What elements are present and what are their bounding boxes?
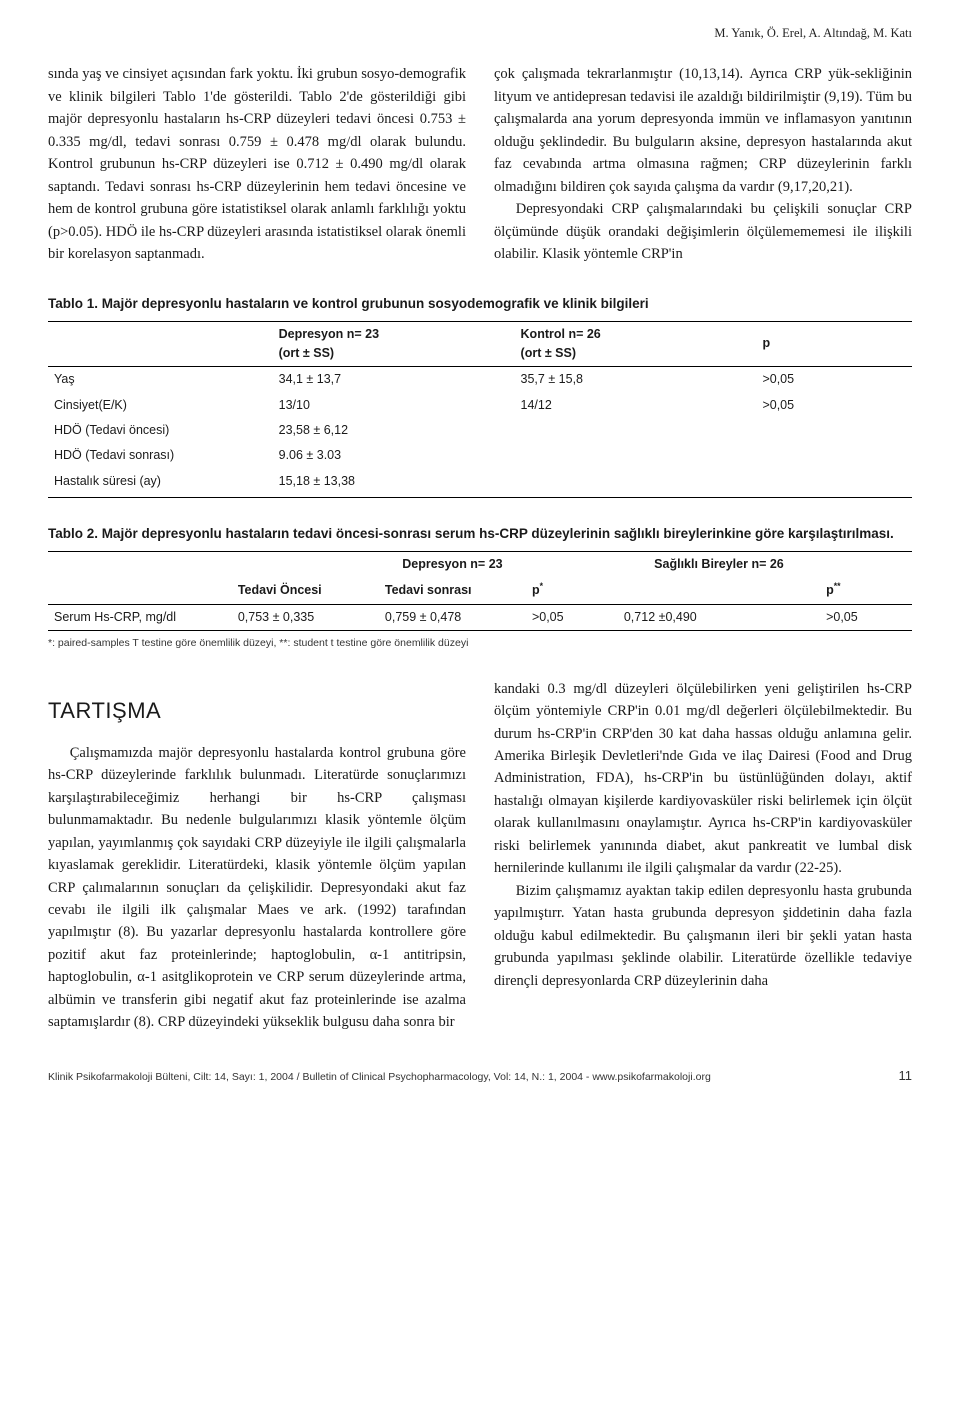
t1-r2-label: HDÖ (Tedavi öncesi) — [48, 418, 273, 443]
t1-r1-p: >0,05 — [756, 393, 912, 418]
table-2-title: Tablo 2. Majör depresyonlu hastaların te… — [48, 524, 912, 545]
t2-row-sag: 0,712 ±0,490 — [618, 604, 820, 630]
t1-dep-subheader: (ort ± SS) — [279, 346, 334, 360]
top-left-paragraph: sında yaş ve cinsiyet açısından fark yok… — [48, 63, 466, 265]
t1-r0-dep: 34,1 ± 13,7 — [273, 367, 515, 393]
table-row: Hastalık süresi (ay) 15,18 ± 13,38 — [48, 469, 912, 498]
t1-r0-p: >0,05 — [756, 367, 912, 393]
table-2-block: Tablo 2. Majör depresyonlu hastaların te… — [48, 524, 912, 651]
t1-r2-dep: 23,58 ± 6,12 — [273, 418, 515, 443]
t1-r4-label: Hastalık süresi (ay) — [48, 469, 273, 498]
table-2-footnote: *: paired-samples T testine göre önemlil… — [48, 635, 912, 651]
header-authors: M. Yanık, Ö. Erel, A. Altındağ, M. Katı — [48, 24, 912, 43]
table-1-title: Tablo 1. Majör depresyonlu hastaların ve… — [48, 294, 912, 315]
page-number: 11 — [899, 1066, 913, 1086]
section-heading-tartisma: TARTIŞMA — [48, 694, 466, 728]
table-1: Depresyon n= 23 (ort ± SS) Kontrol n= 26… — [48, 321, 912, 499]
t2-sag-group: Sağlıklı Bireyler n= 26 — [618, 552, 820, 578]
top-right-paragraph-1: çok çalışmada tekrarlanmıştır (10,13,14)… — [494, 63, 912, 198]
t2-row-p1: >0,05 — [526, 604, 618, 630]
t1-r3-label: HDÖ (Tedavi sonrası) — [48, 443, 273, 468]
table-row: HDÖ (Tedavi sonrası) 9.06 ± 3.03 — [48, 443, 912, 468]
t1-r3-dep: 9.06 ± 3.03 — [273, 443, 515, 468]
t2-row-p2: >0,05 — [820, 604, 912, 630]
bottom-right-column: kandaki 0.3 mg/dl düzeyleri ölçülebilirk… — [494, 678, 912, 1034]
t1-kon-subheader: (ort ± SS) — [521, 346, 576, 360]
page-footer: Klinik Psikofarmakoloji Bülteni, Cilt: 1… — [48, 1066, 912, 1086]
t1-r1-label: Cinsiyet(E/K) — [48, 393, 273, 418]
table-row: Serum Hs-CRP, mg/dl 0,753 ± 0,335 0,759 … — [48, 604, 912, 630]
bottom-left-column: TARTIŞMA Çalışmamızda majör depresyonlu … — [48, 678, 466, 1034]
t2-sonrasi-header: Tedavi sonrası — [379, 577, 526, 604]
t2-dep-group: Depresyon n= 23 — [379, 552, 526, 578]
t1-kon-header: Kontrol n= 26 — [521, 327, 601, 341]
t2-row-oncesi: 0,753 ± 0,335 — [232, 604, 379, 630]
t2-oncesi-header: Tedavi Öncesi — [232, 577, 379, 604]
t1-r1-kon: 14/12 — [515, 393, 757, 418]
bottom-right-paragraph-2: Bizim çalışmamız ayaktan takip edilen de… — [494, 880, 912, 992]
t1-dep-header: Depresyon n= 23 — [279, 327, 379, 341]
bottom-right-paragraph-1: kandaki 0.3 mg/dl düzeyleri ölçülebilirk… — [494, 678, 912, 880]
top-right-paragraph-2: Depresyondaki CRP çalışmalarındaki bu çe… — [494, 198, 912, 265]
table-row: Yaş 34,1 ± 13,7 35,7 ± 15,8 >0,05 — [48, 367, 912, 393]
table-2: Depresyon n= 23 Sağlıklı Bireyler n= 26 … — [48, 551, 912, 631]
footer-citation: Klinik Psikofarmakoloji Bülteni, Cilt: 1… — [48, 1069, 711, 1085]
t2-row-label: Serum Hs-CRP, mg/dl — [48, 604, 232, 630]
top-right-column: çok çalışmada tekrarlanmıştır (10,13,14)… — [494, 63, 912, 265]
t1-r4-dep: 15,18 ± 13,38 — [273, 469, 515, 498]
bottom-text-columns: TARTIŞMA Çalışmamızda majör depresyonlu … — [48, 678, 912, 1034]
top-text-columns: sında yaş ve cinsiyet açısından fark yok… — [48, 63, 912, 265]
table-row: HDÖ (Tedavi öncesi) 23,58 ± 6,12 — [48, 418, 912, 443]
t2-row-sonrasi: 0,759 ± 0,478 — [379, 604, 526, 630]
t1-r0-kon: 35,7 ± 15,8 — [515, 367, 757, 393]
t1-p-header: p — [756, 321, 912, 367]
bottom-left-paragraph: Çalışmamızda majör depresyonlu hastalard… — [48, 742, 466, 1034]
t1-r0-label: Yaş — [48, 367, 273, 393]
table-row: Cinsiyet(E/K) 13/10 14/12 >0,05 — [48, 393, 912, 418]
table-1-block: Tablo 1. Majör depresyonlu hastaların ve… — [48, 294, 912, 499]
t1-r1-dep: 13/10 — [273, 393, 515, 418]
top-left-column: sında yaş ve cinsiyet açısından fark yok… — [48, 63, 466, 265]
